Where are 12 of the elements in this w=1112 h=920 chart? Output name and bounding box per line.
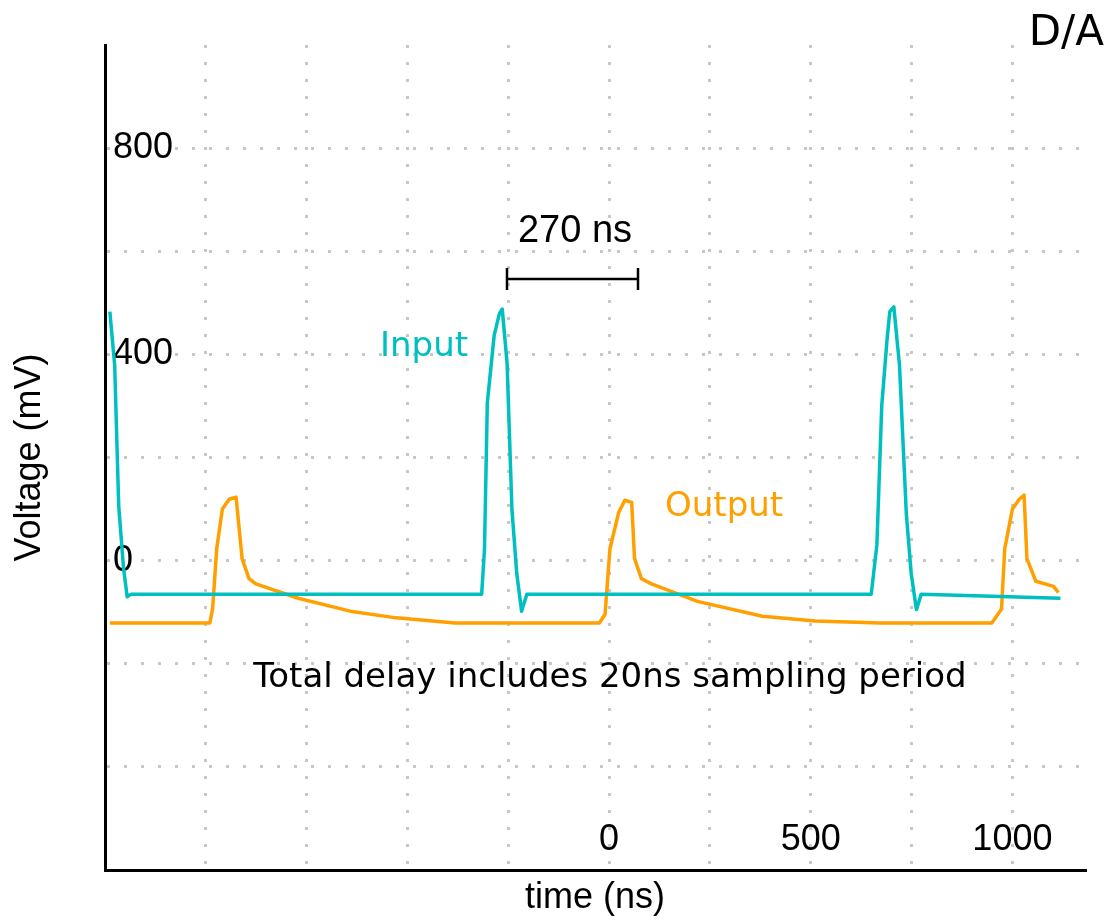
series-label: Input — [380, 323, 469, 364]
x-axis-title: time (ns) — [524, 875, 666, 917]
series-label: Output — [665, 483, 784, 524]
y-tick-label: 400 — [113, 331, 174, 373]
y-axis-title: Voltage (mV) — [6, 353, 48, 562]
chart-title: D/A — [1028, 6, 1104, 55]
x-tick-label: 1000 — [972, 817, 1053, 859]
annotation: 270 ns — [516, 208, 634, 251]
x-tick-label: 500 — [780, 817, 841, 859]
y-tick-label: 800 — [113, 125, 174, 167]
annotation: Total delay includes 20ns sampling period — [252, 654, 968, 697]
x-tick-label: 0 — [599, 817, 620, 859]
